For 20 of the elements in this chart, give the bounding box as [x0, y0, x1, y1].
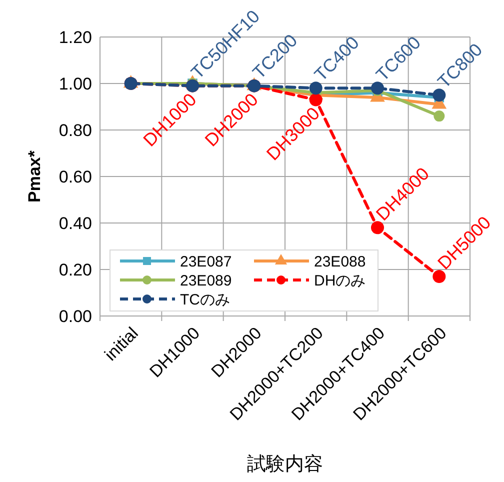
point	[371, 221, 384, 234]
y-tick-label: 0.80	[58, 120, 92, 140]
point	[309, 93, 322, 106]
y-tick-label: 0.40	[58, 214, 92, 233]
y-tick-label: 0.20	[58, 260, 92, 280]
y-tick-label: 1.20	[58, 28, 92, 47]
legend-label: 23E089	[180, 272, 232, 290]
point	[434, 110, 445, 122]
y-tick-label: 0.00	[58, 306, 92, 326]
y-tick-label: 0.60	[58, 167, 92, 186]
y-axis-title: Pmax*	[25, 150, 44, 202]
x-axis-title: 試験内容	[247, 453, 323, 475]
legend-label: DHのみ	[314, 272, 366, 290]
legend-label: 23E087	[180, 253, 232, 270]
legend-label: TCのみ	[180, 291, 230, 308]
point	[432, 88, 446, 102]
y-tick-label: 1.00	[58, 74, 92, 94]
point	[309, 82, 322, 95]
legend-label: 23E088	[314, 253, 366, 270]
point	[432, 270, 446, 283]
